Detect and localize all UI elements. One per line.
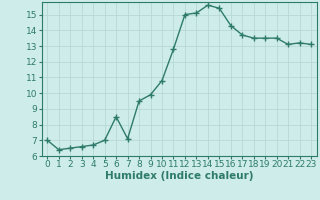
X-axis label: Humidex (Indice chaleur): Humidex (Indice chaleur) — [105, 171, 253, 181]
